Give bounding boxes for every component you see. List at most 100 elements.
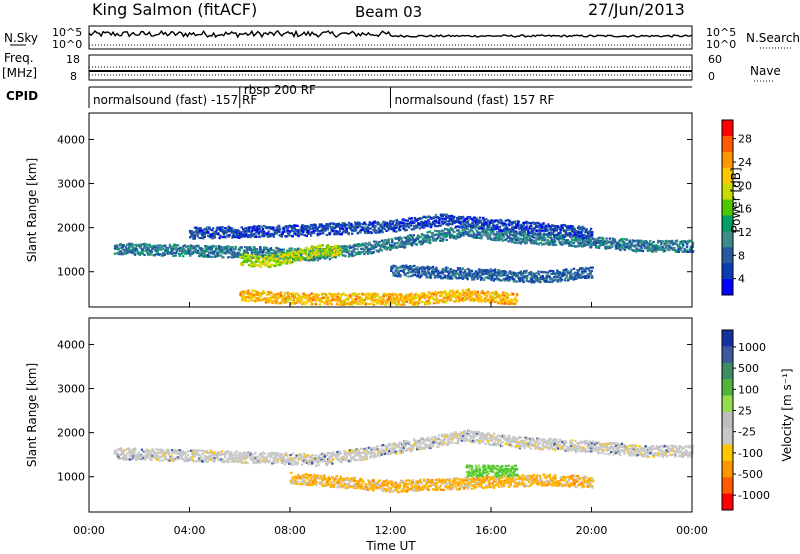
echo-cell [504, 224, 507, 227]
echo-cell [115, 245, 119, 248]
echo-cell [395, 226, 399, 229]
echo-cell [196, 235, 199, 238]
echo-cell [655, 250, 658, 253]
echo-cell [508, 224, 511, 227]
echo-cell [197, 245, 200, 248]
echo-cell [483, 221, 486, 224]
echo-cell [251, 289, 254, 292]
echo-cell [487, 237, 490, 240]
echo-cell [482, 298, 486, 301]
echo-cell [485, 271, 488, 274]
echo-cell [589, 227, 593, 230]
echo-cell [584, 231, 587, 234]
echo-cell [539, 233, 542, 236]
echo-cell [290, 250, 294, 253]
echo-cell [396, 294, 400, 297]
echo-cell [382, 220, 385, 223]
echo-cell [480, 273, 483, 276]
echo-cell [389, 247, 393, 250]
echo-cell [316, 259, 320, 262]
echo-cell [267, 265, 270, 268]
echo-cell [444, 301, 447, 304]
echo-cell [280, 300, 284, 303]
echo-cell [389, 244, 392, 247]
echo-cell [691, 250, 694, 254]
echo-cell [577, 232, 580, 235]
echo-cell [566, 226, 569, 229]
echo-cell [288, 231, 292, 234]
echo-cell [287, 255, 291, 258]
echo-cell [192, 245, 195, 248]
echo-cell [586, 234, 589, 237]
echo-cell [689, 250, 692, 253]
echo-cell [178, 254, 181, 257]
echo-cell [292, 258, 295, 261]
echo-cell [214, 245, 217, 248]
echo-cell [584, 240, 587, 243]
echo-cell [306, 295, 309, 298]
echo-cell [312, 255, 316, 258]
nave-tick-bottom: 0 [708, 70, 715, 83]
echo-cell [648, 247, 651, 250]
echo-cell [558, 240, 561, 243]
echo-cell [253, 293, 256, 296]
echo-cell [504, 278, 508, 281]
echo-cell [415, 274, 419, 277]
echo-cell [550, 228, 553, 231]
echo-cell [377, 250, 380, 253]
echo-cell [546, 229, 549, 232]
echo-cell [387, 298, 390, 301]
echo-cell [149, 253, 153, 256]
echo-cell [251, 295, 255, 298]
echo-cell [269, 296, 272, 299]
echo-cell [373, 240, 376, 243]
echo-cell [502, 236, 506, 239]
echo-cell [467, 290, 471, 293]
echo-cell [328, 231, 331, 234]
echo-cell [259, 256, 262, 259]
echo-cell [245, 233, 248, 236]
echo-cell [249, 292, 253, 295]
echo-cell [189, 229, 192, 232]
echo-cell [378, 240, 381, 243]
echo-cell [510, 298, 513, 301]
echo-cell [491, 273, 494, 276]
echo-cell [269, 247, 273, 250]
echo-cell [553, 224, 557, 228]
echo-cell [293, 224, 296, 227]
echo-cell [585, 238, 589, 241]
echo-cell [508, 299, 511, 302]
echo-cell [528, 232, 531, 235]
echo-cell [539, 223, 542, 226]
echo-cell [470, 298, 473, 301]
echo-cell [557, 225, 560, 228]
echo-cell [269, 265, 272, 268]
echo-cell [470, 229, 473, 232]
echo-cell [395, 223, 398, 226]
echo-cell [200, 229, 203, 232]
echo-cell [324, 250, 328, 253]
echo-cell [265, 255, 268, 258]
echo-cell [330, 227, 333, 230]
echo-cell [203, 228, 206, 231]
echo-cell [410, 295, 413, 298]
echo-cell [231, 229, 234, 232]
echo-cell [198, 232, 202, 235]
echo-cell [399, 275, 402, 278]
echo-cell [468, 230, 471, 233]
echo-cell [309, 250, 312, 253]
echo-cell [425, 216, 428, 219]
echo-cell [211, 246, 214, 249]
echo-cell [130, 245, 133, 248]
echo-cell [447, 220, 451, 223]
echo-cell [441, 215, 444, 218]
echo-cell [297, 230, 301, 233]
echo-cell [362, 227, 366, 231]
echo-cell [267, 290, 270, 293]
echo-cell [180, 247, 184, 250]
echo-cell [255, 293, 259, 296]
echo-cell [256, 264, 260, 267]
echo-cell [163, 253, 166, 256]
echo-cell [420, 221, 423, 224]
echo-cell [404, 243, 408, 246]
